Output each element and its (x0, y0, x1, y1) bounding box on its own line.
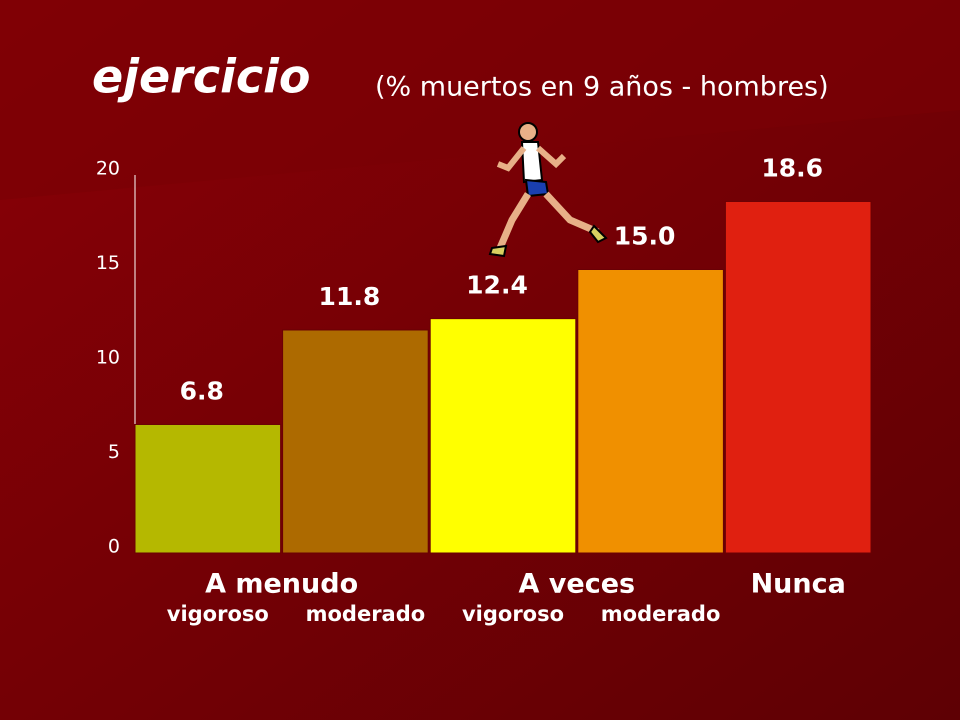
runner-icon (488, 122, 608, 258)
x-tick-label: vigoroso (167, 602, 269, 626)
y-tick-label: 5 (108, 441, 120, 463)
value-label: 6.8 (180, 376, 224, 405)
y-tick-label: 15 (96, 252, 120, 274)
chart-subtitle: (% muertos en 9 años - hombres) (375, 72, 829, 103)
y-tick-label: 10 (96, 347, 120, 369)
value-label: 18.6 (761, 153, 823, 182)
bar (724, 200, 872, 554)
bar (282, 329, 429, 554)
value-label: 15.0 (614, 222, 676, 251)
bar (134, 423, 282, 554)
value-label: 12.4 (466, 271, 528, 300)
chart-title: ejercicio (92, 50, 311, 104)
y-tick-label: 20 (96, 158, 120, 180)
group-label: Nunca (751, 569, 846, 600)
x-tick-label: moderado (306, 602, 426, 626)
group-label: A veces (518, 569, 635, 600)
bar (577, 269, 724, 554)
x-tick-label: moderado (601, 602, 721, 626)
value-label: 11.8 (319, 282, 381, 311)
background-band (0, 0, 960, 200)
x-tick-label: vigoroso (462, 602, 564, 626)
group-label: A menudo (205, 569, 358, 600)
y-tick-label: 0 (108, 536, 120, 558)
bar (429, 318, 577, 554)
